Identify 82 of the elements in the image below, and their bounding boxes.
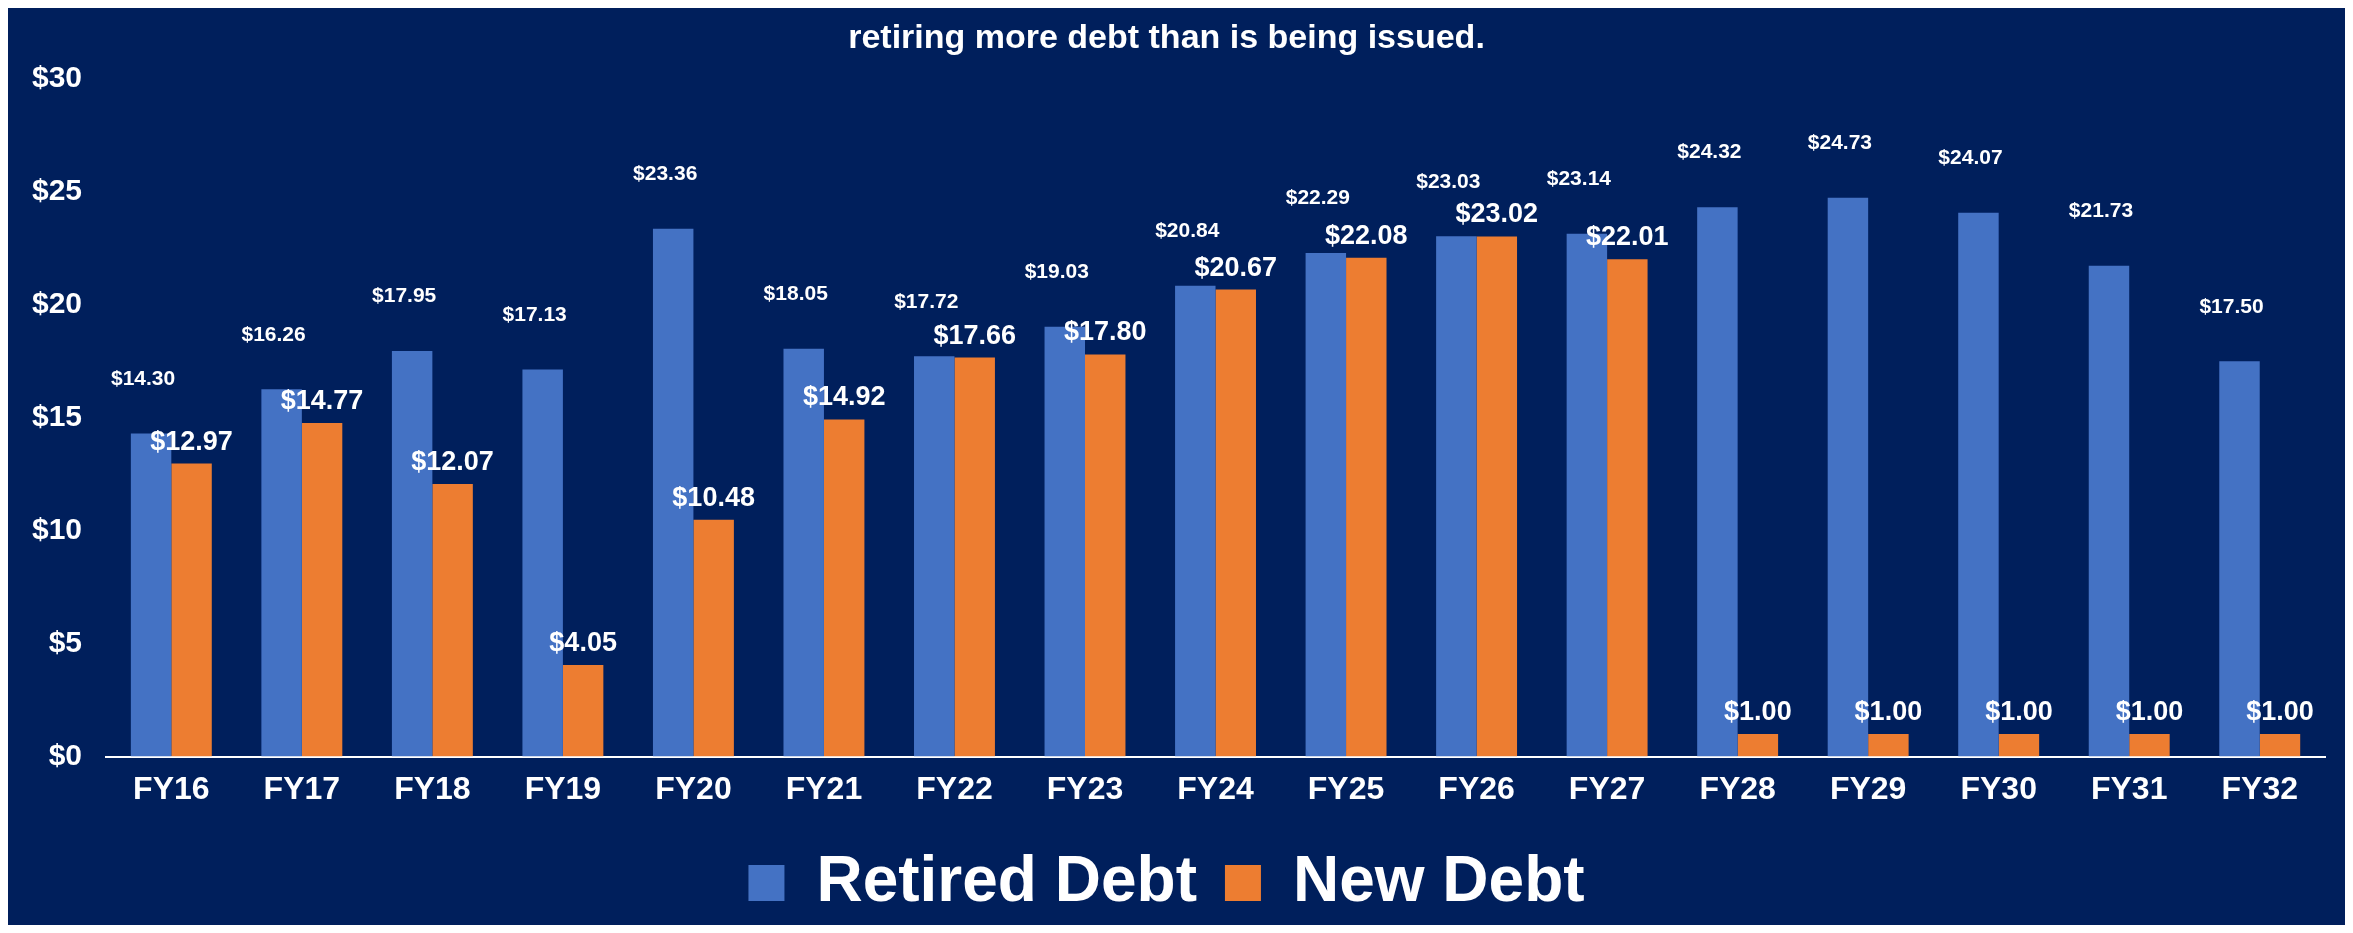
bar	[2129, 734, 2170, 757]
x-tick-label: FY18	[394, 769, 471, 806]
x-tick-label: FY23	[1046, 769, 1124, 806]
bar	[1346, 257, 1387, 757]
bar	[1737, 734, 1779, 757]
data-label: $24.32	[1677, 139, 1742, 163]
data-label: $23.36	[633, 161, 698, 185]
data-label: $24.07	[1938, 145, 2003, 169]
x-tick-label: FY29	[1829, 769, 1907, 806]
data-label: $24.73	[1807, 130, 1873, 154]
data-label: $18.05	[763, 281, 829, 305]
x-tick-label: FY22	[916, 769, 993, 806]
data-label: $22.08	[1324, 219, 1408, 250]
x-tick-label: FY32	[2221, 769, 2298, 806]
bar	[693, 519, 734, 757]
bar	[1868, 734, 1909, 757]
bar	[171, 463, 212, 757]
data-label: $14.77	[280, 384, 364, 415]
data-label: $20.67	[1194, 251, 1278, 282]
x-tick-label: FY24	[1177, 769, 1254, 806]
x-tick-label: FY27	[1568, 769, 1646, 806]
x-tick-label: FY17	[263, 769, 341, 806]
x-tick-label: FY19	[524, 769, 602, 806]
y-tick-label: $0	[48, 737, 83, 771]
data-label: $1.00	[1724, 695, 1792, 726]
x-tick-label: FY26	[1438, 769, 1515, 806]
bar	[1476, 236, 1518, 757]
x-tick-label: FY28	[1699, 769, 1776, 806]
bar	[823, 419, 865, 757]
data-label: $10.48	[672, 481, 755, 512]
y-tick-label: $30	[31, 60, 83, 94]
chart-title: retiring more debt than is being issued.	[848, 16, 1485, 55]
data-label: $17.95	[372, 283, 437, 307]
data-label: $19.03	[1024, 258, 1089, 282]
data-label: $17.13	[502, 301, 567, 325]
bar	[2259, 734, 2301, 757]
data-label: $1.00	[1985, 695, 2053, 726]
bar	[1607, 259, 1648, 757]
data-label: $23.03	[1416, 168, 1481, 192]
data-label: $14.30	[110, 365, 176, 389]
y-tick-label: $20	[31, 286, 83, 319]
x-tick-label: FY16	[133, 769, 210, 806]
data-label: $20.84	[1155, 218, 1220, 242]
data-label: $1.00	[2246, 695, 2314, 726]
bar	[1215, 289, 1256, 757]
data-label: $14.92	[802, 381, 886, 412]
x-tick-label: FY21	[785, 769, 863, 806]
bar	[301, 422, 343, 757]
data-label: $1.00	[1854, 695, 1923, 726]
bar	[1436, 236, 1477, 757]
x-tick-label: FY31	[2090, 769, 2168, 806]
bar	[432, 483, 473, 757]
data-label: $12.07	[411, 445, 494, 476]
x-tick-label: FY30	[1960, 769, 2037, 806]
data-label: $17.50	[2199, 293, 2264, 317]
data-label: $12.97	[150, 425, 233, 456]
y-tick-label: $15	[31, 398, 83, 432]
y-tick-label: $5	[48, 624, 83, 658]
data-label: $4.05	[549, 627, 617, 658]
legend-label: New Debt	[1292, 842, 1585, 915]
bar	[562, 665, 604, 757]
data-label: $21.73	[2068, 197, 2134, 221]
bar	[1085, 354, 1126, 757]
data-label: $22.01	[1586, 221, 1669, 252]
data-label: $22.29	[1285, 185, 1350, 209]
bar	[914, 356, 955, 757]
bar	[954, 357, 995, 757]
data-label: $23.14	[1546, 166, 1612, 190]
data-label: $23.02	[1455, 198, 1539, 229]
legend-label: Retired Debt	[816, 842, 1197, 915]
bar	[1305, 253, 1347, 757]
bar	[1998, 734, 2040, 757]
y-tick-label: $10	[31, 511, 83, 545]
data-label: $17.80	[1063, 316, 1147, 347]
bar	[1175, 285, 1216, 757]
data-label: $17.66	[933, 319, 1016, 350]
y-tick-label: $25	[31, 173, 83, 207]
data-label: $16.26	[241, 321, 306, 345]
x-tick-label: FY20	[655, 769, 732, 806]
data-label: $1.00	[2115, 695, 2184, 726]
x-tick-label: FY25	[1307, 769, 1385, 806]
data-label: $17.72	[894, 288, 959, 312]
